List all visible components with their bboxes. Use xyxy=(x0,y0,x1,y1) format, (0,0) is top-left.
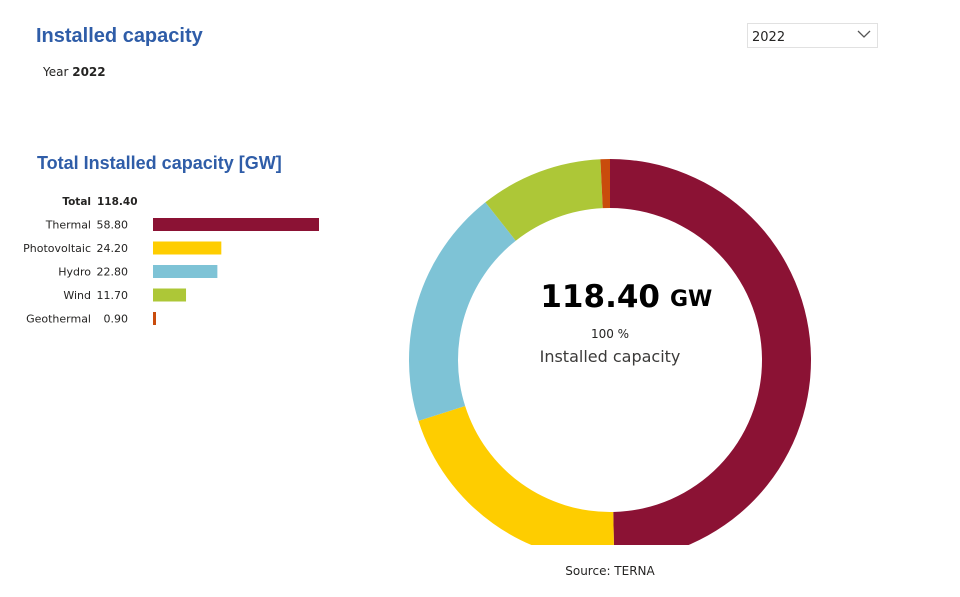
bar-value-label: 22.80 xyxy=(97,266,129,279)
page-title: Installed capacity xyxy=(36,25,203,47)
bar-category-label: Hydro xyxy=(58,266,91,279)
bar-category-label: Photovoltaic xyxy=(23,242,91,255)
bar-value-label: 58.80 xyxy=(97,219,129,232)
year-value: 2022 xyxy=(72,65,106,79)
donut-center-value: 118.40 xyxy=(540,279,660,315)
year-dropdown[interactable]: 2022 xyxy=(747,23,878,48)
bar-total-label: Total xyxy=(62,196,91,208)
bar-photovoltaic[interactable] xyxy=(153,241,222,255)
bar-geothermal[interactable] xyxy=(153,312,156,325)
bar-hydro[interactable] xyxy=(153,265,218,278)
bar-category-label: Geothermal xyxy=(26,313,91,326)
year-label: Year xyxy=(43,65,69,79)
bar-value-label: 24.20 xyxy=(97,242,129,255)
donut-slice-geothermal[interactable] xyxy=(600,159,610,209)
bar-value-label: 11.70 xyxy=(97,289,129,302)
bar-chart: Total 118.40 Thermal 58.80 Photovoltaic 24.20… xyxy=(23,196,319,326)
donut-slice-thermal[interactable] xyxy=(610,159,812,545)
year-line: Year 2022 xyxy=(43,65,106,79)
donut-center-percent: 100 % xyxy=(591,327,629,341)
bar-chart-title: Total Installed capacity [GW] xyxy=(37,153,282,173)
donut-center-label: Installed capacity xyxy=(540,347,681,366)
chevron-down-icon xyxy=(857,30,871,38)
donut-slice-wind[interactable] xyxy=(485,159,603,241)
bar-category-label: Thermal xyxy=(45,219,91,232)
bar-wind[interactable] xyxy=(153,288,187,302)
bar-thermal[interactable] xyxy=(153,218,319,231)
donut-slice-hydro[interactable] xyxy=(409,202,516,421)
source-note: Source: TERNA xyxy=(565,564,655,578)
donut-slice-photovoltaic[interactable] xyxy=(418,406,614,545)
donut-center-unit: GW xyxy=(670,287,712,312)
donut-chart: 118.40 GW 100 % Installed capacity xyxy=(409,159,812,545)
bar-value-label: 0.90 xyxy=(104,313,129,326)
bar-category-label: Wind xyxy=(63,289,91,302)
bar-total-value: 118.40 xyxy=(97,196,138,208)
year-dropdown-value: 2022 xyxy=(752,30,786,45)
